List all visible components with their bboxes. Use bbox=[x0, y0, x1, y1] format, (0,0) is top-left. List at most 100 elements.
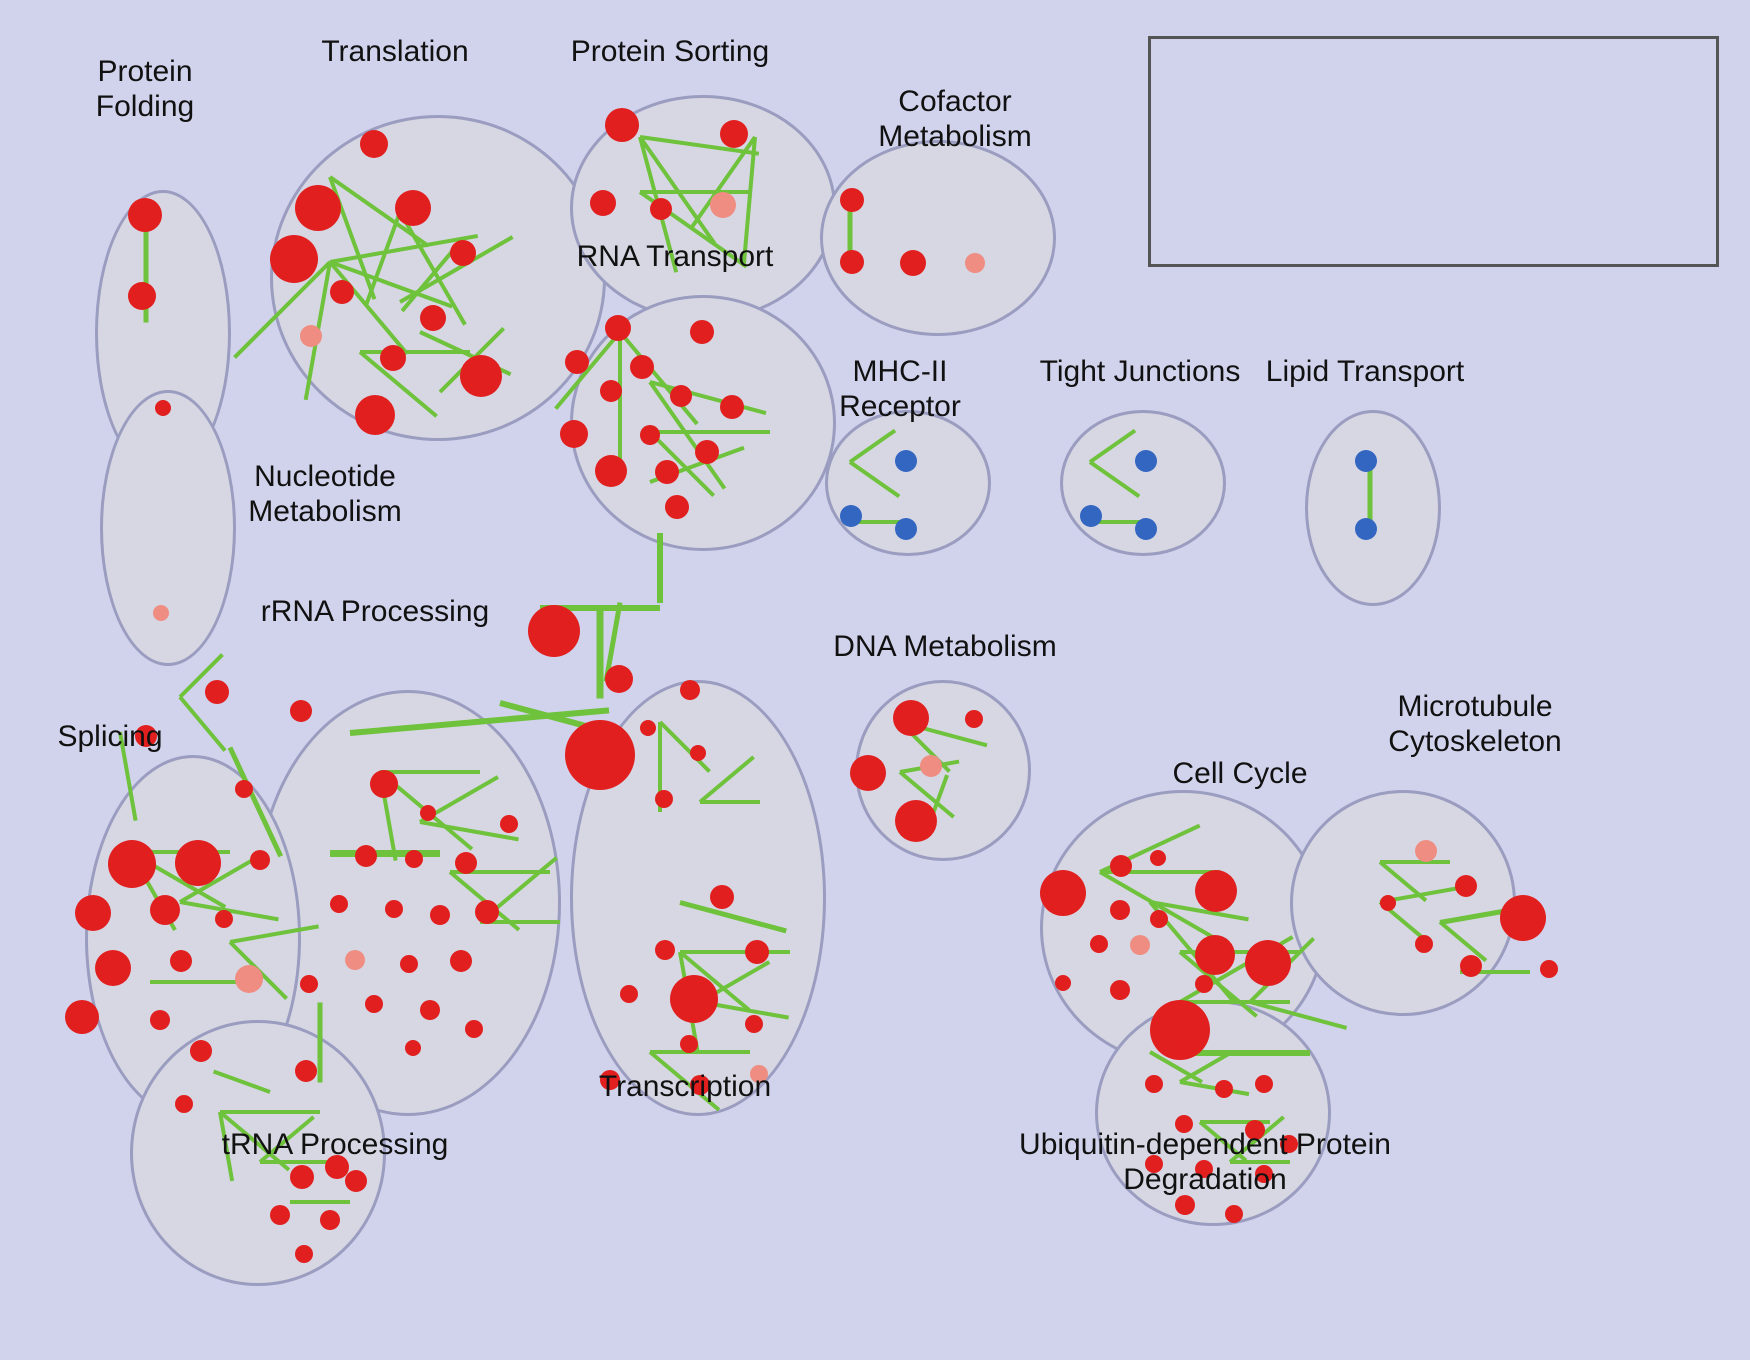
graph-node[interactable] bbox=[1455, 875, 1477, 897]
graph-node[interactable] bbox=[1090, 935, 1108, 953]
graph-node[interactable] bbox=[1355, 518, 1377, 540]
graph-node[interactable] bbox=[895, 518, 917, 540]
graph-node[interactable] bbox=[1135, 518, 1157, 540]
graph-node[interactable] bbox=[965, 710, 983, 728]
graph-node[interactable] bbox=[1415, 840, 1437, 862]
graph-node[interactable] bbox=[170, 950, 192, 972]
graph-node[interactable] bbox=[840, 188, 864, 212]
graph-node[interactable] bbox=[1175, 1195, 1195, 1215]
graph-node[interactable] bbox=[640, 425, 660, 445]
graph-node[interactable] bbox=[295, 185, 341, 231]
graph-node[interactable] bbox=[920, 755, 942, 777]
graph-node[interactable] bbox=[385, 900, 403, 918]
graph-node[interactable] bbox=[455, 852, 477, 874]
graph-node[interactable] bbox=[345, 950, 365, 970]
graph-node[interactable] bbox=[420, 1000, 440, 1020]
graph-node[interactable] bbox=[155, 400, 171, 416]
graph-node[interactable] bbox=[1130, 935, 1150, 955]
graph-node[interactable] bbox=[1180, 1040, 1196, 1056]
graph-node[interactable] bbox=[1215, 1080, 1233, 1098]
graph-node[interactable] bbox=[295, 1060, 317, 1082]
graph-node[interactable] bbox=[528, 605, 580, 657]
graph-node[interactable] bbox=[1460, 955, 1482, 977]
graph-node[interactable] bbox=[215, 910, 233, 928]
graph-node[interactable] bbox=[450, 950, 472, 972]
graph-node[interactable] bbox=[600, 380, 622, 402]
graph-node[interactable] bbox=[720, 120, 748, 148]
graph-node[interactable] bbox=[680, 1035, 698, 1053]
graph-node[interactable] bbox=[420, 305, 446, 331]
graph-node[interactable] bbox=[840, 250, 864, 274]
graph-node[interactable] bbox=[565, 720, 635, 790]
graph-node[interactable] bbox=[270, 1205, 290, 1225]
graph-node[interactable] bbox=[965, 253, 985, 273]
graph-node[interactable] bbox=[300, 325, 322, 347]
graph-node[interactable] bbox=[405, 850, 423, 868]
graph-node[interactable] bbox=[745, 940, 769, 964]
graph-node[interactable] bbox=[1195, 935, 1235, 975]
graph-node[interactable] bbox=[1110, 855, 1132, 877]
graph-node[interactable] bbox=[205, 680, 229, 704]
graph-node[interactable] bbox=[300, 975, 318, 993]
graph-node[interactable] bbox=[710, 192, 736, 218]
graph-node[interactable] bbox=[710, 885, 734, 909]
graph-node[interactable] bbox=[605, 665, 633, 693]
graph-node[interactable] bbox=[655, 940, 675, 960]
graph-node[interactable] bbox=[1040, 870, 1086, 916]
graph-node[interactable] bbox=[405, 1040, 421, 1056]
graph-node[interactable] bbox=[630, 355, 654, 379]
graph-node[interactable] bbox=[680, 680, 700, 700]
graph-node[interactable] bbox=[665, 495, 689, 519]
graph-node[interactable] bbox=[1135, 450, 1157, 472]
graph-node[interactable] bbox=[690, 320, 714, 344]
graph-node[interactable] bbox=[850, 755, 886, 791]
graph-node[interactable] bbox=[150, 1010, 170, 1030]
graph-node[interactable] bbox=[695, 440, 719, 464]
graph-node[interactable] bbox=[650, 198, 672, 220]
graph-node[interactable] bbox=[1500, 895, 1546, 941]
graph-node[interactable] bbox=[655, 790, 673, 808]
graph-node[interactable] bbox=[1055, 975, 1071, 991]
graph-node[interactable] bbox=[1195, 870, 1237, 912]
graph-node[interactable] bbox=[560, 420, 588, 448]
graph-node[interactable] bbox=[590, 190, 616, 216]
graph-node[interactable] bbox=[475, 900, 499, 924]
graph-node[interactable] bbox=[1415, 935, 1433, 953]
graph-node[interactable] bbox=[1380, 895, 1396, 911]
graph-node[interactable] bbox=[75, 895, 111, 931]
graph-node[interactable] bbox=[1150, 910, 1168, 928]
graph-node[interactable] bbox=[235, 965, 263, 993]
graph-node[interactable] bbox=[365, 995, 383, 1013]
graph-node[interactable] bbox=[65, 1000, 99, 1034]
graph-node[interactable] bbox=[605, 315, 631, 341]
graph-node[interactable] bbox=[380, 345, 406, 371]
graph-node[interactable] bbox=[330, 280, 354, 304]
graph-node[interactable] bbox=[500, 815, 518, 833]
graph-node[interactable] bbox=[900, 250, 926, 276]
graph-node[interactable] bbox=[235, 780, 253, 798]
graph-node[interactable] bbox=[893, 700, 929, 736]
graph-node[interactable] bbox=[1110, 900, 1130, 920]
graph-node[interactable] bbox=[290, 1165, 314, 1189]
graph-node[interactable] bbox=[430, 905, 450, 925]
graph-node[interactable] bbox=[128, 282, 156, 310]
graph-node[interactable] bbox=[1195, 975, 1213, 993]
graph-node[interactable] bbox=[595, 455, 627, 487]
graph-node[interactable] bbox=[345, 1170, 367, 1192]
graph-node[interactable] bbox=[1145, 1075, 1163, 1093]
graph-node[interactable] bbox=[465, 1020, 483, 1038]
graph-node[interactable] bbox=[655, 460, 679, 484]
graph-node[interactable] bbox=[175, 1095, 193, 1113]
graph-node[interactable] bbox=[355, 395, 395, 435]
graph-node[interactable] bbox=[355, 845, 377, 867]
graph-node[interactable] bbox=[460, 355, 502, 397]
graph-node[interactable] bbox=[1255, 1075, 1273, 1093]
graph-node[interactable] bbox=[640, 720, 656, 736]
graph-node[interactable] bbox=[1110, 980, 1130, 1000]
graph-node[interactable] bbox=[150, 895, 180, 925]
graph-node[interactable] bbox=[95, 950, 131, 986]
graph-node[interactable] bbox=[745, 1015, 763, 1033]
graph-node[interactable] bbox=[330, 895, 348, 913]
graph-node[interactable] bbox=[1355, 450, 1377, 472]
graph-node[interactable] bbox=[128, 198, 162, 232]
